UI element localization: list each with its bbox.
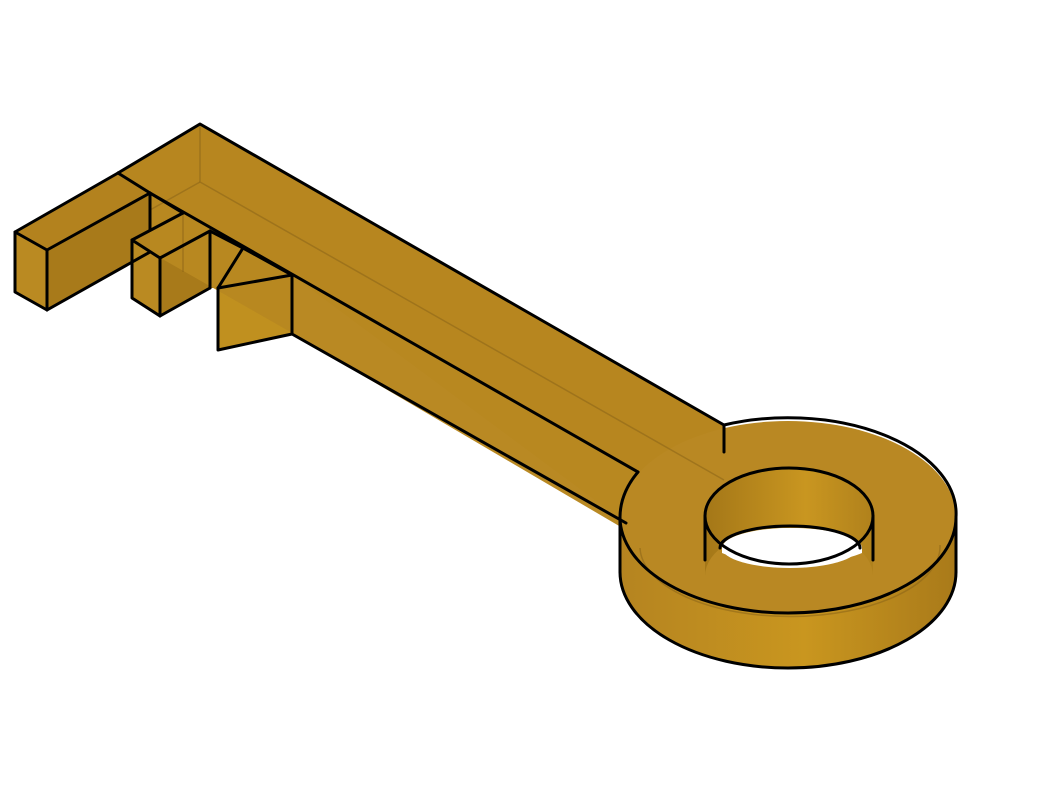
shaft-front-face-lower <box>292 275 626 530</box>
ring-hole-wall <box>705 468 873 576</box>
left-tooth-side <box>47 193 150 310</box>
key-edges <box>13 122 958 670</box>
key-ring <box>620 421 956 668</box>
shaft-top-face <box>118 124 724 480</box>
left-tooth-top <box>15 173 150 250</box>
key-shaft <box>118 124 724 530</box>
ring-outer-side <box>620 517 956 668</box>
ring-hole-bottom <box>722 528 858 568</box>
left-tooth-front <box>15 232 47 310</box>
